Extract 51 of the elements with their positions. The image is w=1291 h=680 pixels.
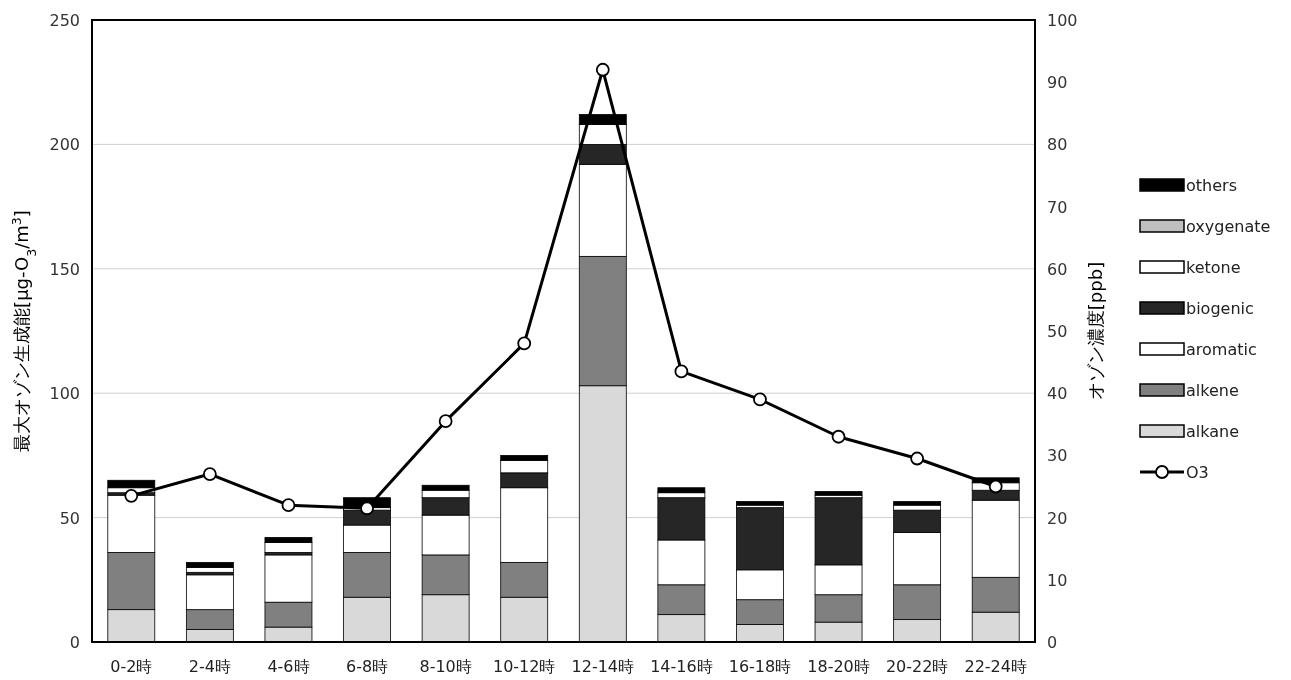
- legend-label: oxygenate: [1186, 217, 1271, 236]
- legend-label: ketone: [1186, 258, 1241, 277]
- legend-label: alkene: [1186, 381, 1239, 400]
- x-tick-label: 6-8時: [345, 657, 389, 676]
- y2-tick-label: 90: [1047, 73, 1068, 93]
- x-tick-label: 12-14時: [571, 657, 635, 676]
- legend-label: aromatic: [1186, 340, 1257, 359]
- legend-label: others: [1186, 176, 1237, 195]
- point: [753, 392, 767, 407]
- point: [831, 429, 846, 444]
- y2-tick-label: 10: [1047, 570, 1068, 590]
- y-tick-label: 150: [49, 259, 80, 279]
- x-tick-label: 22-24時: [964, 657, 1027, 676]
- point: [360, 501, 374, 516]
- x-tick-label: 2-4時: [188, 657, 231, 676]
- bar: [657, 487, 706, 494]
- point: [124, 488, 139, 503]
- y-tick-label: 0: [69, 633, 80, 652]
- point: [517, 336, 532, 351]
- x-tick-label: 4-6時: [267, 657, 310, 676]
- y2-tick-label: 40: [1047, 384, 1068, 404]
- x-tick-label: 20-22時: [885, 657, 949, 676]
- x-tick-label: 18-20時: [807, 657, 870, 676]
- legend-label: O3: [1186, 463, 1209, 482]
- point: [438, 414, 453, 429]
- y-tick-label: 50: [59, 508, 80, 528]
- legend-label: alkane: [1186, 422, 1240, 441]
- y2-tick-label: 50: [1047, 322, 1068, 341]
- point: [595, 62, 610, 77]
- x-tick-label: 10-12時: [492, 657, 556, 676]
- x-tick-label: 8-10時: [419, 657, 472, 676]
- x-tick-label: 0-2時: [110, 657, 153, 676]
- point: [281, 498, 296, 513]
- y2-tick-label: 80: [1047, 135, 1068, 155]
- y-tick-label: 250: [49, 11, 80, 30]
- y2-tick-label: 30: [1047, 446, 1068, 466]
- y2-tick-label: 70: [1047, 197, 1068, 217]
- y2-tick-label: 20: [1047, 508, 1068, 528]
- y-tick-label: 200: [49, 135, 80, 155]
- x-tick-label: 16-18時: [728, 657, 792, 676]
- y2-axis-title: オゾン濃度[ppb]: [1085, 261, 1106, 401]
- y2-tick-label: 0: [1047, 633, 1058, 652]
- point: [988, 479, 1003, 494]
- point: [674, 364, 689, 379]
- y2-tick-label: 100: [1047, 11, 1078, 30]
- y2-tick-label: 60: [1047, 259, 1068, 279]
- x-tick-label: 14-16時: [650, 657, 713, 676]
- legend-label: biogenic: [1186, 299, 1254, 318]
- point: [202, 467, 217, 481]
- point: [910, 451, 925, 466]
- y-tick-label: 100: [49, 384, 80, 404]
